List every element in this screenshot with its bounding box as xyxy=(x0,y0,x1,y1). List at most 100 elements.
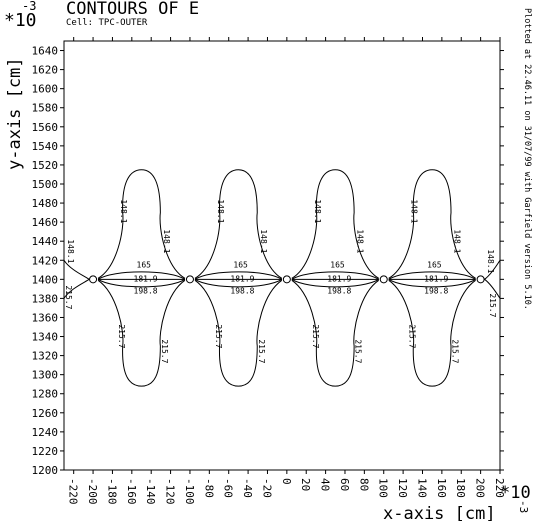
y-tick-label: 1320 xyxy=(32,350,59,363)
contour-edge xyxy=(63,259,90,280)
contour-label-148: 148.1 xyxy=(119,199,128,223)
y-tick-label: 1540 xyxy=(32,140,59,153)
contour-edge xyxy=(484,278,501,299)
contour-lines xyxy=(63,169,501,387)
x-scale-multiplier: *10 xyxy=(500,483,531,503)
contour-edge xyxy=(63,278,90,299)
exponent-top: -3 xyxy=(22,0,36,13)
x-tick-label: -80 xyxy=(202,478,215,498)
y-tick-label: 1200 xyxy=(32,464,59,477)
y-tick-label: 1280 xyxy=(32,388,59,401)
contour-label-181: 181.9 xyxy=(134,274,158,283)
contour-edge xyxy=(484,260,501,280)
contour-label-215: 215.7 xyxy=(117,324,126,348)
contour-mid xyxy=(388,278,476,288)
wires xyxy=(89,275,485,284)
y-tick-label: 1500 xyxy=(32,178,59,191)
contour-label-215: 215.7 xyxy=(488,293,497,317)
contour-label-215: 215.7 xyxy=(408,324,417,348)
y-tick-label: 1520 xyxy=(32,159,59,172)
contour-label-215: 215.7 xyxy=(257,339,266,363)
y-tick-label: 1340 xyxy=(32,331,59,344)
contour-labels: 148.1 148.1 165 181.9 198.8 215.7 215.7 148.1 14… xyxy=(64,199,497,363)
contour-label-165: 165 xyxy=(427,260,442,269)
wire-marker xyxy=(476,275,485,284)
x-tick-label: -60 xyxy=(222,478,235,498)
contour-148 xyxy=(388,169,476,279)
plot-note: Plotted at 22.46.11 on 31/07/99 with Gar… xyxy=(522,8,532,310)
y-tick-label: 1260 xyxy=(32,407,59,420)
y-tick-label: 1360 xyxy=(32,311,59,324)
y-tick-label: 1600 xyxy=(32,83,59,96)
y-tick-label: 1300 xyxy=(32,369,59,382)
contour-215 xyxy=(194,279,283,387)
wire-marker xyxy=(282,275,291,284)
x-tick-label: 40 xyxy=(319,478,332,491)
y-tick-label: 1400 xyxy=(32,273,59,286)
contour-148 xyxy=(194,169,283,279)
x-tick-label: -180 xyxy=(105,478,118,505)
contour-label-181: 181.9 xyxy=(327,274,351,283)
contour-label-148: 148.1 xyxy=(313,199,322,223)
x-tick-label: 160 xyxy=(435,478,448,498)
contour-label-198: 198.8 xyxy=(230,286,254,295)
y-tick-label: 1640 xyxy=(32,45,59,58)
contour-mid xyxy=(291,278,380,288)
x-tick-label: 80 xyxy=(357,478,370,491)
x-tick-label: -120 xyxy=(164,478,177,505)
contour-label-148: 148.1 xyxy=(410,199,419,223)
contour-label-165: 165 xyxy=(233,260,248,269)
multiplier-top: *10 xyxy=(4,10,37,31)
contour-label-148: 148.1 xyxy=(259,229,268,253)
y-tick-label: 1580 xyxy=(32,102,59,115)
x-tick-label: -220 xyxy=(67,478,80,505)
x-tick-label: -20 xyxy=(260,478,273,498)
x-tick-label: 200 xyxy=(474,478,487,498)
contour-215 xyxy=(97,279,186,387)
contour-148 xyxy=(97,169,186,279)
contour-label-181: 181.9 xyxy=(230,274,254,283)
contour-148 xyxy=(291,169,379,279)
contour-label-148: 148.1 xyxy=(356,229,365,253)
contour-label-215: 215.7 xyxy=(214,324,223,348)
y-axis-label: y-axis [cm] xyxy=(5,57,25,170)
x-scale-exponent: -3 xyxy=(517,500,530,513)
contour-mid xyxy=(97,271,186,280)
x-tick-label: -140 xyxy=(144,478,157,505)
contour-mid xyxy=(194,271,283,280)
y-tick-label: 1480 xyxy=(32,197,59,210)
contour-mid xyxy=(97,278,186,288)
y-tick-label: 1440 xyxy=(32,235,59,248)
x-tick-label: -160 xyxy=(125,478,138,505)
contour-label-215: 215.7 xyxy=(311,324,320,348)
x-tick-label: 220 xyxy=(493,478,506,498)
chart-title: CONTOURS OF E xyxy=(66,0,199,19)
x-tick-label: -200 xyxy=(86,478,99,505)
contour-label-165: 165 xyxy=(330,260,345,269)
contour-label-148: 148.1 xyxy=(453,229,462,253)
contour-label-215: 215.7 xyxy=(64,285,73,309)
y-tick-label: 1460 xyxy=(32,216,59,229)
y-tick-label: 1560 xyxy=(32,121,59,134)
x-axis-label: x-axis [cm] xyxy=(383,504,496,521)
wire-marker xyxy=(379,275,388,284)
x-tick-label: 100 xyxy=(377,478,390,498)
contour-label-165: 165 xyxy=(137,260,152,269)
contour-label-198: 198.8 xyxy=(424,286,448,295)
contour-label-215: 215.7 xyxy=(354,339,363,363)
contour-label-148: 148.1 xyxy=(162,229,171,253)
x-tick-label: 20 xyxy=(299,478,312,491)
plot-frame xyxy=(63,40,501,471)
x-tick-label: 120 xyxy=(396,478,409,498)
y-tick-label: 1620 xyxy=(32,64,59,77)
x-tick-label: -40 xyxy=(241,478,254,498)
x-tick-label: 0 xyxy=(280,478,293,485)
axes: 1200122012401260128013001320134013601380… xyxy=(32,37,506,505)
x-tick-label: 140 xyxy=(415,478,428,498)
contour-mid xyxy=(388,271,476,280)
y-tick-label: 1220 xyxy=(32,445,59,458)
y-tick-label: 1420 xyxy=(32,254,59,267)
x-tick-label: 180 xyxy=(454,478,467,498)
contour-label-148: 148.1 xyxy=(216,199,225,223)
